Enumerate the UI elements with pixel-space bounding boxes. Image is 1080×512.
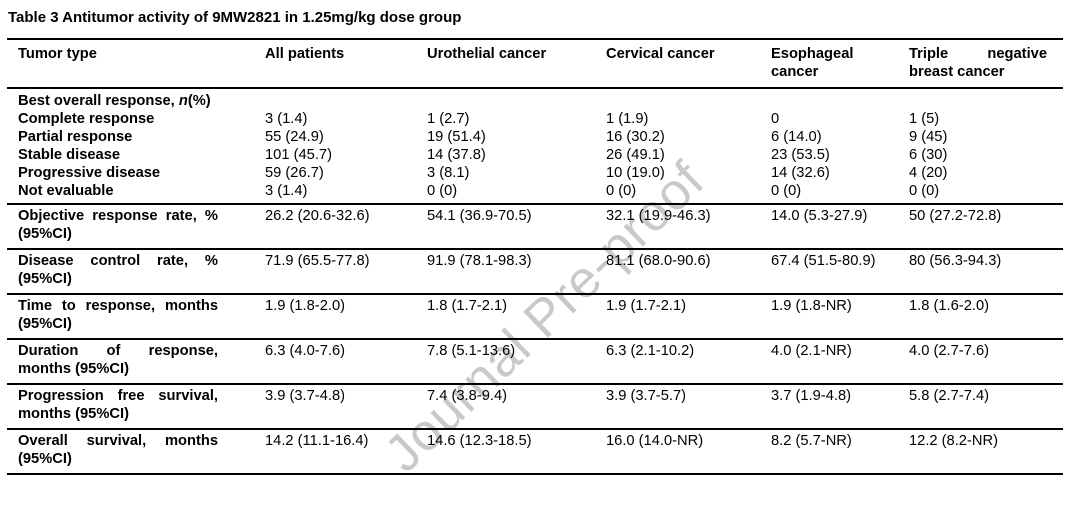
cell: 32.1 (19.9-46.3) [606,204,771,250]
cell: 26 (49.1) [606,147,665,163]
cell: 80 (56.3-94.3) [909,249,1063,295]
table-row-complete-response: Complete response 3 (1.4) 1 (2.7) 1 (1.9… [7,110,1063,128]
cell: 6 (30) [909,147,948,163]
cell: 3 (8.1) [427,165,470,181]
row-label: Objective response rate, % (95%CI) [7,204,265,250]
table-row-overall-survival: Overall survival, months (95%CI) 14.2 (1… [7,429,1063,474]
column-header-tnbc: Triple negative breast cancer [909,39,1063,89]
table-row-stable-disease: Stable disease 101 (45.7) 14 (37.8) 26 (… [7,146,1063,164]
table-row-duration-of-response: Duration of response, months (95%CI) 6.3… [7,339,1063,385]
column-header-cervical-cancer: Cervical cancer [606,39,771,89]
section-label-prefix: Best overall response, [18,93,179,109]
cell: 3.9 (3.7-5.7) [606,384,771,430]
cell: 6.3 (4.0-7.6) [265,339,427,385]
cell: 67.4 (51.5-80.9) [771,249,909,295]
cell: 3.7 (1.9-4.8) [771,384,909,430]
cell: 26.2 (20.6-32.6) [265,204,427,250]
table-content: Table 3 Antitumor activity of 9MW2821 in… [0,9,1080,475]
column-header-tumor-type: Tumor type [7,39,265,89]
cell: 23 (53.5) [771,147,830,163]
cell: 50 (27.2-72.8) [909,204,1063,250]
cell: 10 (19.0) [606,165,665,181]
cell: 0 (0) [771,182,909,205]
table-row-time-to-response: Time to response, months (95%CI) 1.9 (1.… [7,294,1063,340]
cell: 3.9 (3.7-4.8) [265,384,427,430]
row-label: Time to response, months (95%CI) [7,294,265,340]
table-row-not-evaluable: Not evaluable 3 (1.4) 0 (0) 0 (0) 0 (0) … [7,182,1063,205]
cell: 5.8 (2.7-7.4) [909,384,1063,430]
row-label: Not evaluable [7,182,265,205]
cell: 4 (20) [909,165,948,181]
cell: 1 (2.7) [427,111,470,127]
table-row-partial-response: Partial response 55 (24.9) 19 (51.4) 16 … [7,128,1063,146]
cell: 19 (51.4) [427,129,486,145]
row-label: Partial response [18,129,133,145]
cell: 81.1 (68.0-90.6) [606,249,771,295]
cell: 9 (45) [909,129,948,145]
cell: 7.4 (3.8-9.4) [427,384,606,430]
column-header-urothelial-cancer: Urothelial cancer [427,39,606,89]
row-label: Overall survival, months (95%CI) [18,433,218,467]
table-row-disease-control-rate: Disease control rate, % (95%CI) 71.9 (65… [7,249,1063,295]
table-row-progression-free-survival: Progression free survival, months (95%CI… [7,384,1063,430]
cell: 14.0 (5.3-27.9) [771,204,909,250]
cell: 8.2 (5.7-NR) [771,433,852,449]
table-title: Table 3 Antitumor activity of 9MW2821 in… [8,9,462,26]
paper-page: Journal Pre-proof Table 3 Antitumor acti… [0,9,1080,488]
cell: 6.3 (2.1-10.2) [606,339,771,385]
row-label: Duration of response, months (95%CI) [7,339,265,385]
cell: 3 (1.4) [265,111,308,127]
cell: 0 [771,111,780,127]
antitumor-activity-table: Tumor type All patients Urothelial cance… [7,38,1063,475]
cell: 0 (0) [427,182,606,205]
cell: 59 (26.7) [265,165,324,181]
cell: 91.9 (78.1-98.3) [427,249,606,295]
cell: 4.0 (2.1-NR) [771,339,909,385]
cell: 1.8 (1.7-2.1) [427,294,606,340]
cell: 0 (0) [909,182,1063,205]
cell: 7.8 (5.1-13.6) [427,339,606,385]
cell: 71.9 (65.5-77.8) [265,249,427,295]
cell: 1 (1.9) [606,111,649,127]
cell: 14 (32.6) [771,165,830,181]
cell: 1.9 (1.8-2.0) [265,294,427,340]
cell: 6 (14.0) [771,129,822,145]
table-row-objective-response-rate: Objective response rate, % (95%CI) 26.2 … [7,204,1063,250]
cell: 55 (24.9) [265,129,324,145]
cell: 14 (37.8) [427,147,486,163]
cell: 12.2 (8.2-NR) [909,433,998,449]
cell: 1 (5) [909,111,940,127]
row-label: Disease control rate, % (95%CI) [7,249,265,295]
row-label: Complete response [18,111,155,127]
cell: 101 (45.7) [265,147,332,163]
cell: 54.1 (36.9-70.5) [427,204,606,250]
section-label-italic-n: n [178,93,188,109]
cell: 14.2 (11.1-16.4) [265,433,369,449]
section-label: Best overall response, n(%) [7,88,1063,110]
row-label: Stable disease [18,147,121,163]
cell: 3 (1.4) [265,182,427,205]
section-row-best-overall-response: Best overall response, n(%) [7,88,1063,110]
cell: 1.8 (1.6-2.0) [909,294,1063,340]
cell: 4.0 (2.7-7.6) [909,339,1063,385]
row-label: Progression free survival, months (95%CI… [7,384,265,430]
column-header-esophageal-cancer: Esophageal cancer [771,39,909,89]
column-header-all-patients: All patients [265,39,427,89]
cell: 16.0 (14.0-NR) [606,433,704,449]
cell: 14.6 (12.3-18.5) [427,433,532,449]
cell: 1.9 (1.7-2.1) [606,294,771,340]
cell: 0 (0) [606,182,771,205]
header-row: Tumor type All patients Urothelial cance… [7,39,1063,89]
row-label: Progressive disease [18,165,161,181]
cell: 1.9 (1.8-NR) [771,294,909,340]
cell: 16 (30.2) [606,129,665,145]
table-row-progressive-disease: Progressive disease 59 (26.7) 3 (8.1) 10… [7,164,1063,182]
section-label-suffix: (%) [187,93,211,109]
